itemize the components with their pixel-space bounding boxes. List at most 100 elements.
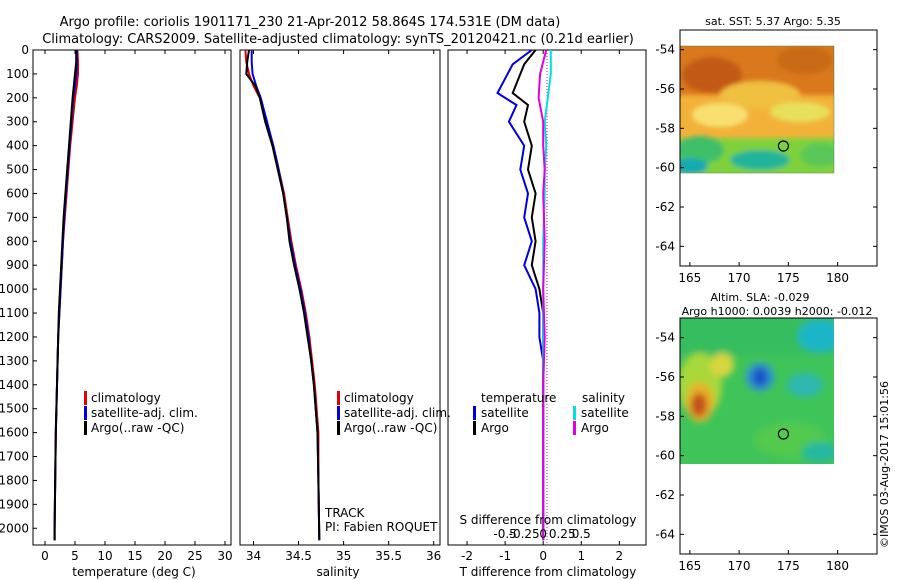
series-line-satellite-adj-clim- — [250, 50, 321, 541]
series-line-temperature-satellite — [496, 50, 545, 541]
sst-coldest-patch — [680, 158, 708, 173]
y-tick-label: 1400 — [0, 378, 29, 392]
sla-axis-ticks: 165 170 175 180 -54 -56 -58 -60 -62 -64 — [655, 331, 877, 573]
y-tick-label: 1700 — [0, 450, 29, 464]
map-y-tick-label: -56 — [655, 82, 675, 96]
y-tick-label: 700 — [6, 210, 29, 224]
legend-argo: Argo(..raw -QC) — [91, 421, 184, 435]
temperature-legend: climatology satellite-adj. clim. Argo(..… — [84, 391, 198, 435]
salinity-lines — [244, 50, 321, 541]
legend-s-satellite: satellite — [581, 406, 629, 420]
sst-warm-core — [682, 57, 742, 93]
x-tick-label: 0 — [41, 549, 49, 563]
x-tick-label: 36 — [426, 549, 441, 563]
map-x-tick-label: 175 — [777, 559, 800, 573]
legend-swatch-satellite — [337, 406, 340, 420]
temperature-panel: 0100200300400500600700800900100011001200… — [0, 43, 233, 579]
x-tick-label: 35 — [336, 549, 351, 563]
y-tick-label: 1300 — [0, 354, 29, 368]
difference-lines — [496, 50, 552, 541]
argo-position-marker — [777, 428, 790, 440]
sst-field — [680, 46, 834, 173]
s-diff-tick-label: 0 — [539, 527, 547, 541]
series-line-salinity-argo — [537, 50, 548, 541]
y-tick-label: 1800 — [0, 473, 29, 487]
salinity-panel: 34 34.5 35 35.5 36 salinity climatology sate… — [239, 49, 451, 579]
legend-swatch-argo — [337, 421, 340, 435]
map-y-tick-label: -58 — [655, 409, 675, 423]
sla-blue-core — [753, 368, 767, 386]
legend-swatch-t-argo — [473, 421, 476, 435]
y-tick-label: 400 — [6, 139, 29, 153]
s-diff-tick-label: -0.25 — [509, 527, 540, 541]
map-x-tick-label: 165 — [678, 271, 701, 285]
y-tick-label: 200 — [6, 91, 29, 105]
map-x-tick-label: 175 — [777, 271, 800, 285]
sst-heatmap — [680, 46, 834, 173]
legend-climatology: climatology — [91, 391, 161, 405]
temperature-xlabel: temperature (deg C) — [72, 565, 195, 579]
x-tick-label: 5 — [71, 549, 79, 563]
y-tick-label: 1500 — [0, 402, 29, 416]
y-tick-label: 300 — [6, 115, 29, 129]
legend-swatch-climatology — [84, 391, 87, 405]
legend-argo: Argo(..raw -QC) — [344, 421, 437, 435]
sst-warm-core-2 — [777, 46, 833, 74]
sst-axes-frame — [679, 29, 878, 267]
map-y-tick-label: -60 — [655, 449, 675, 463]
legend-temperature-title: temperature — [481, 391, 556, 405]
y-tick-label: 500 — [6, 163, 29, 177]
y-tick-label: 1600 — [0, 426, 29, 440]
map-y-tick-label: -64 — [655, 239, 675, 253]
legend-swatch-climatology — [337, 391, 340, 405]
sla-map-panel: Altim. SLA: -0.029 Argo h1000: 0.0039 h2… — [655, 291, 878, 573]
depth-axis: 0 100 200 300 400 500 600 700 800 900 1000 1100 1200… — [0, 43, 37, 535]
legend-salinity-title: salinity — [582, 391, 625, 405]
map-x-tick-label: 170 — [728, 559, 751, 573]
header-line2: Climatology: CARS2009. Satellite-adjuste… — [42, 32, 634, 47]
sla-red-core — [691, 393, 707, 417]
series-line-argo-raw-qc- — [245, 50, 321, 541]
s-diff-label: S difference from climatology — [460, 513, 637, 527]
temperature-axes-frame — [32, 49, 232, 546]
y-tick-label: 100 — [6, 67, 29, 81]
x-tick-label: 34 — [246, 549, 261, 563]
sst-map-panel: sat. SST: 5.37 Argo: 5.35 165 170 175 180 -5… — [655, 15, 878, 285]
sla-heatmap — [680, 318, 834, 464]
legend-satellite: satellite-adj. clim. — [91, 406, 198, 420]
x-tick-label: 20 — [157, 549, 172, 563]
map-y-tick-label: -62 — [655, 488, 675, 502]
legend-swatch-s-satellite — [573, 406, 576, 420]
y-tick-label: 1000 — [0, 282, 29, 296]
sst-axis-ticks: 165 170 175 180 -54 -56 -58 -60 -62 -64 — [655, 43, 877, 285]
x-tick-label: -1 — [499, 549, 511, 563]
map-y-tick-label: -64 — [655, 527, 675, 541]
map-x-tick-label: 170 — [728, 271, 751, 285]
t-diff-label: T difference from climatology — [459, 565, 637, 579]
s-diff-ticklabels: -0.5-0.25 0 0.250.5 — [493, 527, 590, 541]
x-tick-label: 34.5 — [285, 549, 312, 563]
x-tick-label: 30 — [217, 549, 232, 563]
salinity-x-axis: 34 34.5 35 35.5 36 — [246, 50, 441, 563]
sst-cool-patch-2 — [730, 150, 790, 170]
sst-mid-band — [720, 81, 800, 109]
map-x-tick-label: 165 — [678, 559, 701, 573]
x-tick-label: 0 — [539, 549, 547, 563]
footer-credit: ©IMOS 03-Aug-2017 15:01:56 — [878, 381, 891, 548]
legend-swatch-t-satellite — [473, 406, 476, 420]
sst-light-patch-2 — [770, 102, 830, 122]
series-line-climatology — [244, 50, 321, 541]
temperature-lines — [53, 50, 79, 541]
x-tick-label: 1 — [577, 549, 585, 563]
series-line-climatology — [53, 50, 79, 541]
header-line1: Argo profile: coriolis 1901171_230 21-Ap… — [60, 15, 561, 30]
pi-label: PI: Fabien ROQUET — [325, 520, 438, 534]
series-line-temperature-argo — [511, 50, 545, 541]
sla-bottom-cyan — [802, 442, 834, 462]
map-x-tick-label: 180 — [826, 559, 849, 573]
legend-climatology: climatology — [344, 391, 414, 405]
salinity-axes-frame — [239, 49, 441, 546]
s-diff-tick-label: -0.5 — [493, 527, 516, 541]
x-tick-label: 25 — [187, 549, 202, 563]
difference-legend: temperature satellite Argo salinity sate… — [473, 391, 629, 435]
